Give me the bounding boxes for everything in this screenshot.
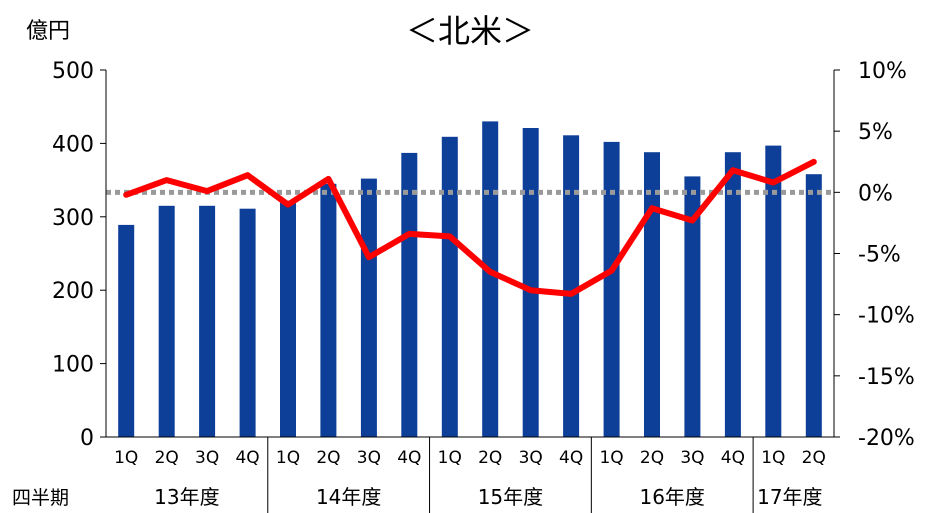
left-tick-label: 100 bbox=[52, 353, 94, 378]
left-tick-label: 0 bbox=[80, 426, 94, 451]
bar bbox=[320, 183, 337, 437]
bar bbox=[684, 176, 701, 437]
quarter-label: 3Q bbox=[195, 448, 219, 468]
bar bbox=[765, 145, 782, 437]
bar bbox=[199, 205, 216, 437]
quarter-label: 2Q bbox=[316, 448, 340, 468]
bar bbox=[603, 141, 620, 437]
quarter-label: 4Q bbox=[721, 448, 745, 468]
bar bbox=[158, 205, 175, 437]
bar bbox=[239, 208, 256, 437]
right-tick-label: -15% bbox=[858, 365, 915, 390]
left-tick-label: 500 bbox=[52, 59, 94, 84]
growth-rate-line bbox=[123, 158, 817, 297]
fiscal-year-label: 14年度 bbox=[316, 485, 381, 509]
quarter-label: 4Q bbox=[559, 448, 583, 468]
quarter-label: 2Q bbox=[478, 448, 502, 468]
chart-title: ＜北米＞ bbox=[406, 12, 534, 50]
left-tick-label: 200 bbox=[52, 279, 94, 304]
fiscal-year-label: 15年度 bbox=[478, 485, 543, 509]
right-tick-label: 0% bbox=[858, 181, 893, 206]
bar bbox=[805, 174, 822, 437]
right-tick-label: -5% bbox=[858, 243, 901, 268]
bar bbox=[522, 128, 539, 437]
left-tick-label: 400 bbox=[52, 132, 94, 157]
right-tick-label: -20% bbox=[858, 426, 915, 451]
quarter-label: 1Q bbox=[276, 448, 300, 468]
bar bbox=[401, 152, 418, 437]
fiscal-year-label: 16年度 bbox=[639, 485, 704, 509]
quarter-label: 1Q bbox=[438, 448, 462, 468]
quarter-label: 1Q bbox=[599, 448, 623, 468]
bar bbox=[644, 152, 660, 437]
quarter-label: 2Q bbox=[802, 448, 826, 468]
quarter-label: 4Q bbox=[397, 448, 421, 468]
quarter-label: 1Q bbox=[761, 448, 785, 468]
quarter-label: 2Q bbox=[640, 448, 664, 468]
x-axis-label: 四半期 bbox=[12, 487, 69, 509]
quarter-label: 1Q bbox=[114, 448, 138, 468]
left-tick-label: 300 bbox=[52, 206, 94, 231]
right-tick-label: -10% bbox=[858, 304, 915, 329]
right-tick-label: 5% bbox=[858, 120, 893, 145]
quarter-label: 4Q bbox=[235, 448, 259, 468]
quarter-label: 3Q bbox=[680, 448, 704, 468]
fiscal-year-label: 13年度 bbox=[154, 485, 219, 509]
bar bbox=[563, 135, 580, 438]
bar bbox=[280, 200, 296, 437]
bar bbox=[118, 224, 135, 437]
bar bbox=[482, 121, 499, 438]
bar bbox=[441, 136, 458, 438]
quarter-label: 2Q bbox=[155, 448, 179, 468]
left-axis-unit: 億円 bbox=[26, 19, 70, 44]
quarter-label: 3Q bbox=[519, 448, 543, 468]
bar bbox=[724, 152, 741, 437]
quarter-label: 3Q bbox=[357, 448, 381, 468]
bar bbox=[360, 178, 377, 437]
fiscal-year-label: 17年度 bbox=[757, 485, 822, 509]
right-tick-label: 10% bbox=[858, 59, 907, 84]
